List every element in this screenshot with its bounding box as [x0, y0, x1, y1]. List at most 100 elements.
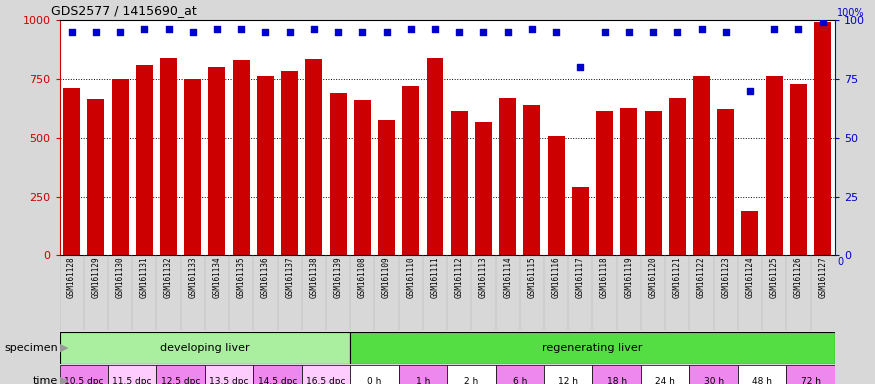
Point: [137, 26, 151, 33]
Point: [403, 26, 417, 33]
Bar: [766, 76, 782, 255]
Text: GDS2577 / 1415690_at: GDS2577 / 1415690_at: [51, 4, 197, 17]
Point: [767, 26, 781, 33]
Bar: [108, 365, 157, 384]
Text: ▶: ▶: [60, 343, 69, 353]
Text: specimen: specimen: [4, 343, 58, 353]
Bar: [690, 365, 738, 384]
Point: [307, 26, 321, 33]
Point: [186, 29, 200, 35]
Point: [525, 26, 539, 33]
Text: ▶: ▶: [60, 376, 69, 384]
Text: 18 h: 18 h: [606, 377, 626, 384]
Point: [428, 26, 442, 33]
Bar: [350, 332, 835, 364]
Bar: [160, 58, 177, 255]
Bar: [257, 76, 274, 255]
Text: 14.5 dpc: 14.5 dpc: [258, 377, 298, 384]
Text: 16.5 dpc: 16.5 dpc: [306, 377, 346, 384]
Point: [283, 29, 297, 35]
Bar: [572, 187, 589, 255]
Bar: [548, 136, 564, 255]
Bar: [645, 111, 662, 255]
Bar: [205, 365, 254, 384]
Bar: [305, 59, 322, 255]
Bar: [447, 365, 495, 384]
Text: 1 h: 1 h: [416, 377, 430, 384]
Bar: [136, 65, 153, 255]
Point: [670, 29, 684, 35]
Text: 24 h: 24 h: [655, 377, 676, 384]
Bar: [112, 79, 129, 255]
Point: [89, 29, 103, 35]
Bar: [620, 108, 637, 255]
Text: regenerating liver: regenerating liver: [542, 343, 642, 353]
Text: time: time: [32, 376, 58, 384]
Bar: [475, 122, 492, 255]
Text: 10.5 dpc: 10.5 dpc: [64, 377, 103, 384]
Bar: [399, 365, 447, 384]
Bar: [281, 71, 298, 255]
Point: [646, 29, 660, 35]
Bar: [592, 365, 640, 384]
Point: [622, 29, 636, 35]
Text: 12 h: 12 h: [558, 377, 578, 384]
Text: 72 h: 72 h: [801, 377, 821, 384]
Point: [65, 29, 79, 35]
Point: [500, 29, 514, 35]
Bar: [668, 98, 686, 255]
Bar: [354, 100, 371, 255]
Bar: [254, 365, 302, 384]
Point: [331, 29, 345, 35]
Point: [791, 26, 805, 33]
Point: [477, 29, 491, 35]
Point: [550, 29, 564, 35]
Bar: [790, 84, 807, 255]
Bar: [500, 98, 516, 255]
Bar: [640, 365, 690, 384]
Point: [113, 29, 127, 35]
Bar: [693, 76, 710, 255]
Text: 12.5 dpc: 12.5 dpc: [161, 377, 200, 384]
Text: 2 h: 2 h: [465, 377, 479, 384]
Text: 0 h: 0 h: [368, 377, 382, 384]
Bar: [718, 109, 734, 255]
Text: 13.5 dpc: 13.5 dpc: [209, 377, 248, 384]
Text: 100%: 100%: [837, 8, 864, 18]
Point: [452, 29, 466, 35]
Point: [573, 64, 587, 70]
Point: [816, 19, 829, 25]
Bar: [233, 60, 249, 255]
Bar: [302, 365, 350, 384]
Bar: [495, 365, 544, 384]
Text: 0: 0: [837, 257, 844, 267]
Point: [162, 26, 176, 33]
Text: developing liver: developing liver: [160, 343, 249, 353]
Bar: [88, 99, 104, 255]
Bar: [738, 365, 787, 384]
Bar: [378, 120, 395, 255]
Point: [355, 29, 369, 35]
Point: [743, 88, 757, 94]
Text: 30 h: 30 h: [704, 377, 724, 384]
Bar: [402, 86, 419, 255]
Text: 48 h: 48 h: [752, 377, 772, 384]
Bar: [426, 58, 444, 255]
Point: [210, 26, 224, 33]
Bar: [544, 365, 592, 384]
Bar: [814, 22, 831, 255]
Point: [695, 26, 709, 33]
Bar: [330, 93, 346, 255]
Bar: [157, 365, 205, 384]
Bar: [208, 67, 226, 255]
Point: [234, 26, 248, 33]
Bar: [596, 111, 613, 255]
Text: 11.5 dpc: 11.5 dpc: [112, 377, 152, 384]
Point: [718, 29, 732, 35]
Bar: [787, 365, 835, 384]
Bar: [60, 365, 108, 384]
Bar: [741, 211, 759, 255]
Point: [380, 29, 394, 35]
Bar: [451, 111, 468, 255]
Bar: [350, 365, 399, 384]
